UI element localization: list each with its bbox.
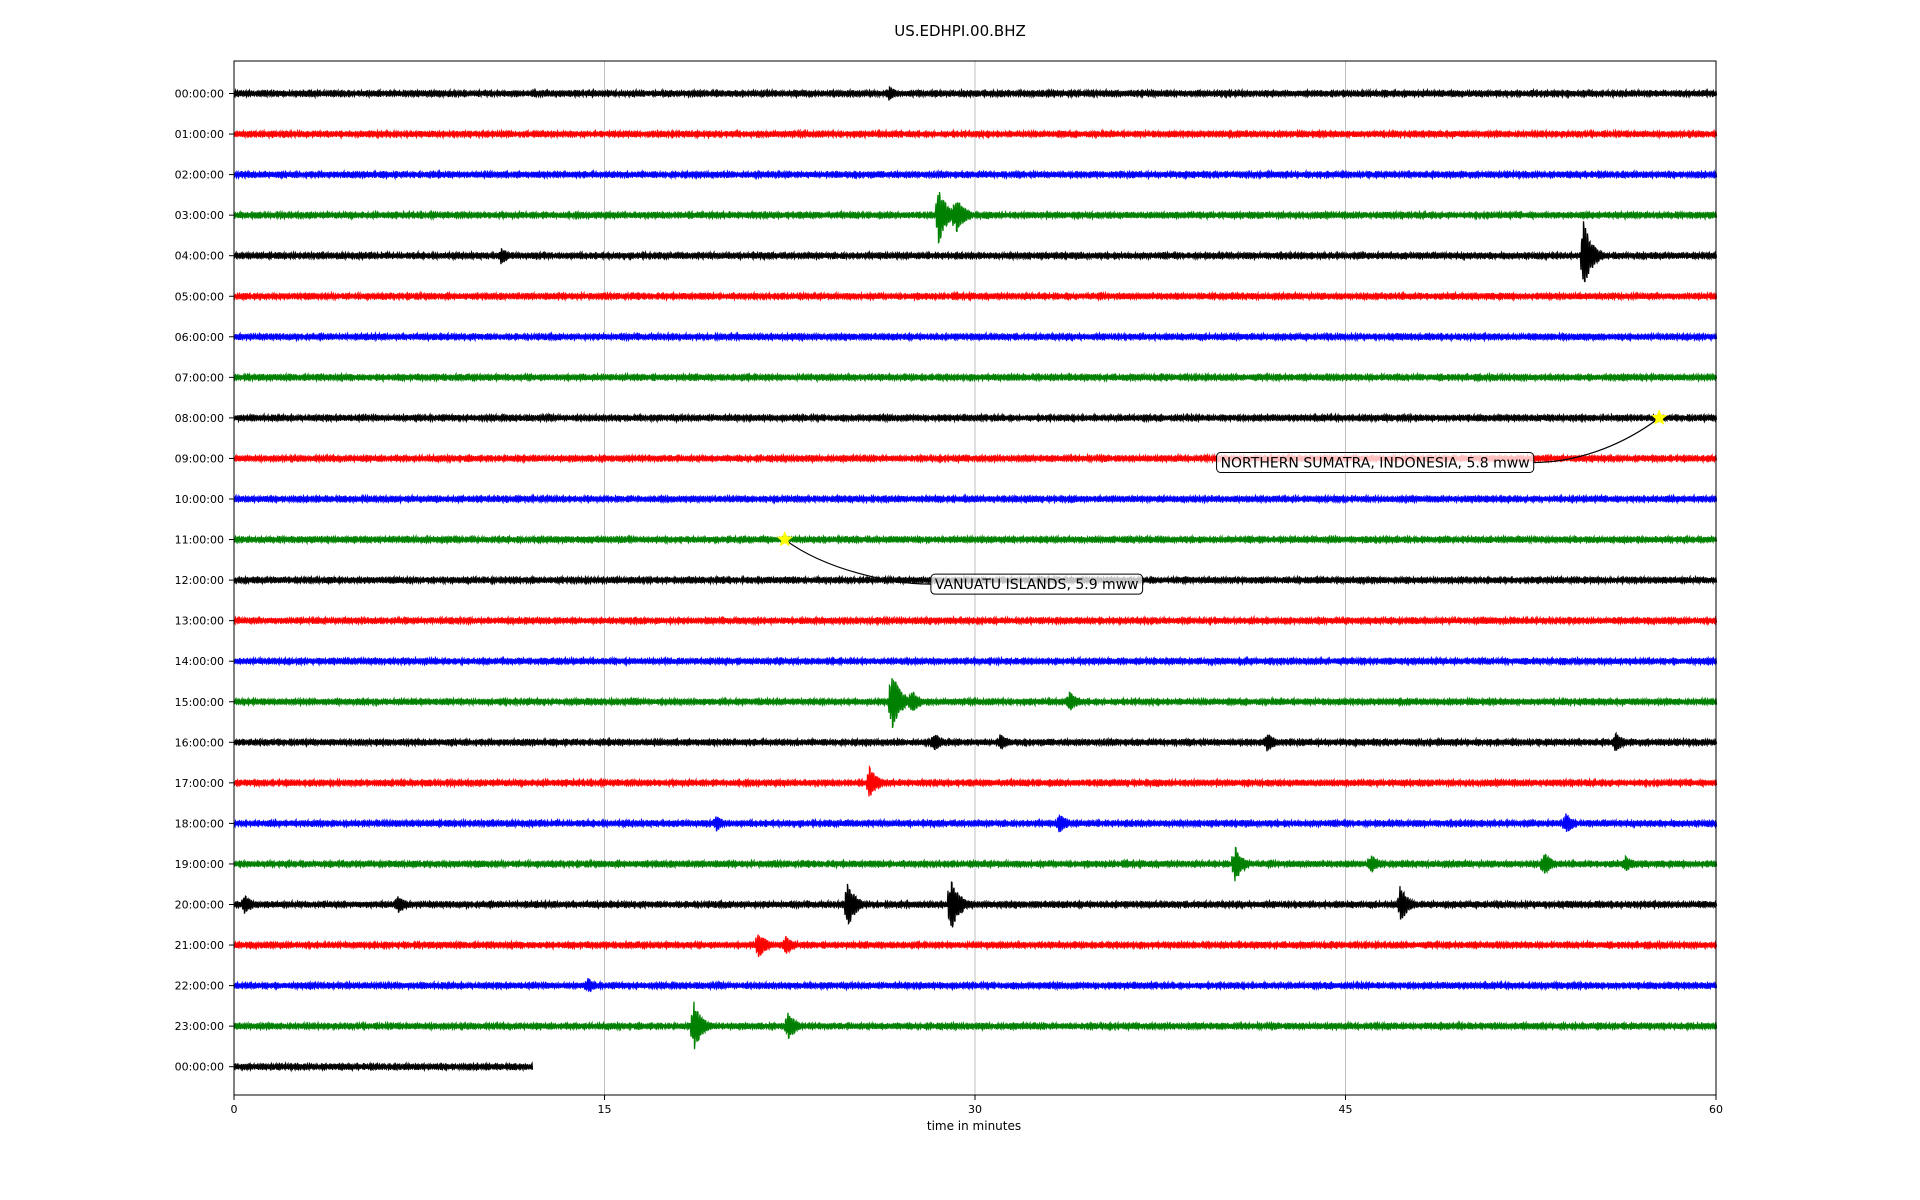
- event-star-marker-1: [776, 530, 794, 547]
- annotation-1: VANUATU ISLANDS, 5.9 mww: [776, 530, 1144, 595]
- row-label-8: 08:00:00: [175, 412, 224, 425]
- row-label-18: 18:00:00: [175, 817, 224, 830]
- x-tick-label-30: 30: [968, 1103, 982, 1116]
- trace-row-14: [233, 655, 1718, 668]
- x-tick-label-0: 0: [231, 1103, 238, 1116]
- row-label-16: 16:00:00: [175, 736, 224, 749]
- trace-row-7: [233, 371, 1718, 384]
- trace-row-23: [233, 1001, 1718, 1050]
- x-axis-label: time in minutes: [927, 1119, 1021, 1133]
- trace-row-24: [233, 1060, 534, 1073]
- chart-title: US.EDHPI.00.BHZ: [894, 22, 1026, 40]
- trace-row-20: [233, 881, 1718, 928]
- trace-row-22: [233, 978, 1718, 993]
- trace-row-1: [233, 128, 1718, 140]
- row-label-20: 20:00:00: [175, 899, 224, 912]
- trace-row-19: [233, 846, 1718, 882]
- row-label-11: 11:00:00: [175, 534, 224, 547]
- row-label-17: 17:00:00: [175, 777, 224, 790]
- row-label-19: 19:00:00: [175, 858, 224, 871]
- trace-row-13: [233, 614, 1718, 627]
- row-label-12: 12:00:00: [175, 574, 224, 587]
- x-tick-label-45: 45: [1339, 1103, 1353, 1116]
- trace-row-21: [233, 934, 1718, 958]
- trace-row-4: [233, 221, 1718, 283]
- event-annotations: NORTHERN SUMATRA, INDONESIA, 5.8 mww VANU…: [776, 409, 1668, 595]
- row-label-4: 04:00:00: [175, 250, 224, 263]
- trace-row-18: [233, 813, 1718, 833]
- row-label-2: 02:00:00: [175, 169, 224, 182]
- trace-row-3: [233, 191, 1718, 245]
- annotation-text-1: VANUATU ISLANDS, 5.9 mww: [935, 577, 1139, 593]
- trace-row-15: [233, 678, 1718, 729]
- x-tick-label-15: 15: [598, 1103, 612, 1116]
- row-label-15: 15:00:00: [175, 696, 224, 709]
- annotation-connector-0: [1533, 417, 1660, 464]
- x-tick-label-60: 60: [1709, 1103, 1723, 1116]
- row-label-9: 09:00:00: [175, 452, 224, 465]
- row-label-0: 00:00:00: [175, 88, 224, 101]
- trace-row-8: [233, 412, 1718, 424]
- row-label-14: 14:00:00: [175, 655, 224, 668]
- trace-row-10: [233, 493, 1718, 505]
- trace-row-11: [233, 533, 1718, 546]
- y-tick-labels: 00:00:00 01:00:00 02:00:00 03:00:00 04:00:00…: [175, 88, 234, 1074]
- event-star-marker-0: [1650, 409, 1668, 425]
- row-label-10: 10:00:00: [175, 493, 224, 506]
- row-label-5: 05:00:00: [175, 290, 224, 303]
- row-label-1: 01:00:00: [175, 128, 224, 141]
- trace-row-17: [233, 764, 1718, 797]
- row-label-24: 00:00:00: [175, 1061, 224, 1074]
- row-label-3: 03:00:00: [175, 209, 224, 222]
- trace-row-2: [233, 168, 1718, 181]
- row-label-13: 13:00:00: [175, 615, 224, 628]
- annotation-0: NORTHERN SUMATRA, INDONESIA, 5.8 mww: [1216, 409, 1668, 474]
- x-ticks: 0 15 30 45 60: [231, 1095, 1723, 1116]
- row-label-22: 22:00:00: [175, 980, 224, 993]
- plot-frame: [233, 60, 1717, 1096]
- annotation-connector-1: [784, 539, 931, 585]
- trace-row-6: [233, 330, 1718, 343]
- trace-row-5: [233, 290, 1718, 303]
- trace-row-16: [233, 731, 1718, 752]
- trace-rows: [233, 85, 1718, 1073]
- trace-row-0: [233, 85, 1718, 101]
- row-label-6: 06:00:00: [175, 331, 224, 344]
- row-label-21: 21:00:00: [175, 939, 224, 952]
- row-label-23: 23:00:00: [175, 1020, 224, 1033]
- annotation-text-0: NORTHERN SUMATRA, INDONESIA, 5.8 mww: [1221, 456, 1530, 472]
- row-label-7: 07:00:00: [175, 371, 224, 384]
